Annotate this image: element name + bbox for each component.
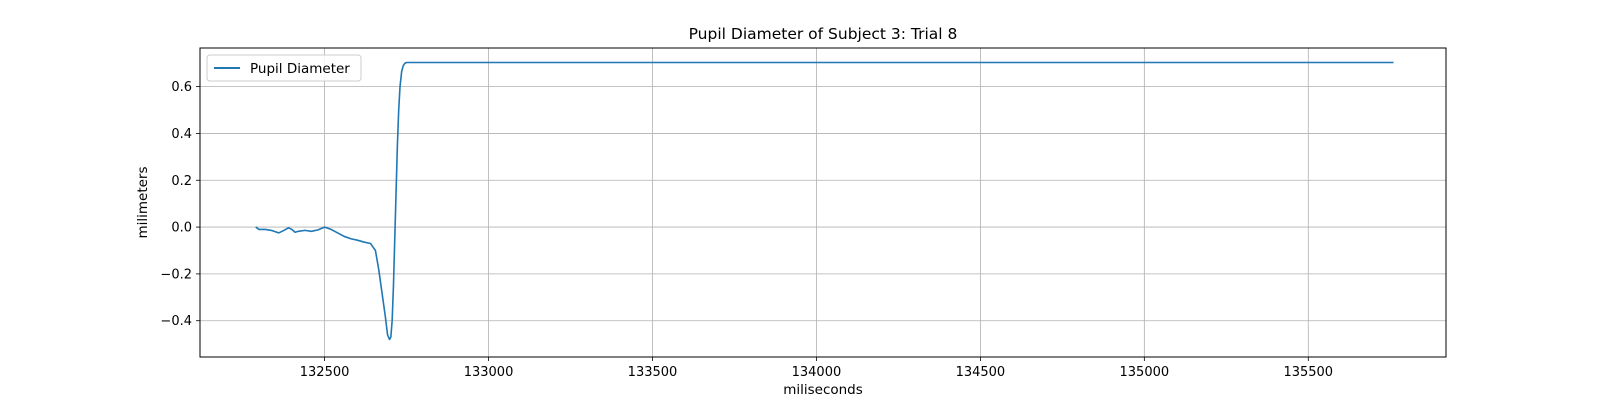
chart-title: Pupil Diameter of Subject 3: Trial 8: [689, 25, 958, 43]
legend: Pupil Diameter: [206, 54, 362, 82]
y-tick-label: −0.4: [160, 314, 192, 329]
x-tick-label: 132500: [300, 365, 350, 380]
x-tick-label: 135000: [1120, 365, 1170, 380]
y-axis-label: milimeters: [135, 166, 151, 238]
x-tick-label: 134000: [792, 365, 842, 380]
tick-layer: 132500 133000 133500 134000 134500 135000 1355…: [160, 80, 1333, 380]
y-tick-label: −0.2: [160, 267, 192, 282]
y-tick-label: 0.6: [171, 80, 192, 95]
plot-frame: [199, 47, 1447, 358]
x-axis-label: miliseconds: [783, 382, 863, 398]
y-tick-label: 0.0: [171, 221, 192, 236]
grid-layer: [200, 48, 1446, 357]
x-tick-label: 135500: [1283, 365, 1333, 380]
legend-box: [206, 54, 362, 82]
x-tick-label: 134500: [956, 365, 1006, 380]
y-tick-label: 0.2: [171, 174, 192, 189]
legend-label: Pupil Diameter: [250, 61, 350, 77]
series-line: [255, 61, 1394, 341]
x-tick-label: 133500: [628, 365, 678, 380]
series-layer: [255, 61, 1394, 341]
x-tick-label: 133000: [464, 365, 514, 380]
y-tick-label: 0.4: [171, 127, 192, 142]
